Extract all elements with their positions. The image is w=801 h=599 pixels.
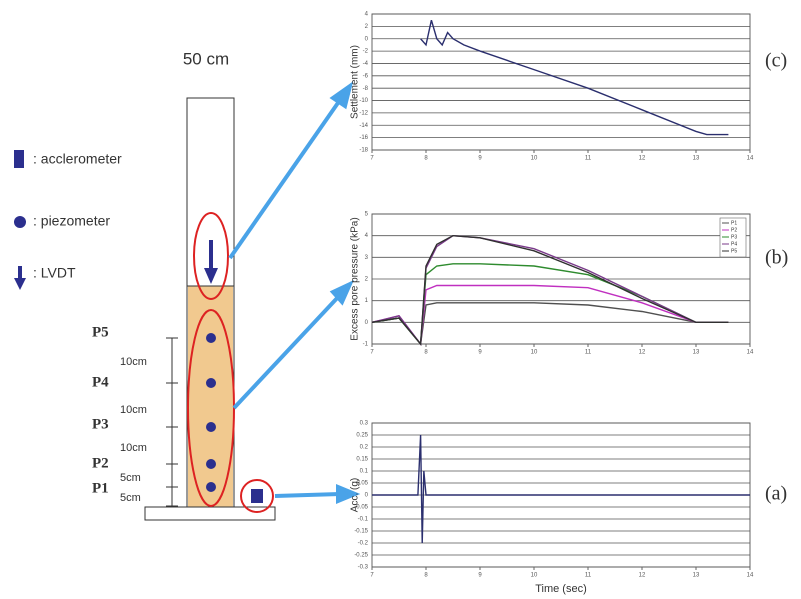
legend-label: P3: [731, 234, 737, 240]
y-tick-label: -12: [359, 110, 368, 116]
x-tick-label: 8: [424, 156, 428, 162]
legend-acc-icon: [14, 150, 24, 168]
y-tick-label: -14: [359, 123, 368, 129]
x-tick-label: 11: [585, 156, 592, 162]
sensor-label: P2: [92, 455, 109, 471]
panel-label: (c): [765, 50, 787, 72]
x-tick-label: 13: [693, 350, 700, 356]
y-tick-label: 0.05: [356, 481, 368, 487]
accelerometer: [251, 489, 263, 503]
y-axis-title: Acc. (g): [350, 478, 361, 512]
legend-label: : LVDT: [33, 265, 76, 281]
x-tick-label: 12: [639, 573, 646, 579]
y-tick-label: 0: [365, 320, 369, 326]
y-tick-label: -0.2: [358, 541, 369, 547]
panel-label: (b): [765, 247, 788, 269]
x-tick-label: 8: [424, 350, 428, 356]
series-line: [371, 234, 729, 346]
series-line: [372, 434, 750, 544]
soil: [188, 286, 233, 507]
spacing-label: 10cm: [120, 356, 147, 368]
x-tick-label: 13: [693, 573, 700, 579]
y-tick-label: -0.1: [358, 517, 369, 523]
x-tick-label: 14: [747, 350, 754, 356]
legend-label: : acclerometer: [33, 151, 122, 167]
x-tick-label: 7: [370, 156, 374, 162]
y-axis-title: Settlement (mm): [350, 45, 361, 119]
y-tick-label: 0: [365, 36, 369, 42]
y-tick-label: 0.2: [360, 445, 369, 451]
panel-label: (a): [765, 483, 787, 505]
piezometers: [206, 333, 216, 492]
legend-piezo-icon: [14, 216, 26, 228]
series-line: [420, 19, 729, 136]
lvdt-highlight: [193, 212, 229, 300]
y-tick-label: -0.3: [358, 565, 369, 571]
sensor-label: P3: [92, 416, 109, 432]
x-tick-label: 10: [531, 350, 538, 356]
legend-lvdt-head: [14, 278, 26, 290]
legend-label: P2: [731, 227, 737, 233]
y-tick-label: -18: [359, 148, 368, 154]
y-tick-label: 5: [365, 212, 369, 218]
legend-label: P4: [731, 241, 737, 247]
sensor-label: P5: [92, 324, 109, 340]
spacing-label: 5cm: [120, 472, 141, 484]
legend-label: P1: [731, 220, 737, 226]
sensor-label: P1: [92, 480, 109, 496]
y-tick-label: -6: [363, 73, 369, 79]
y-tick-label: -16: [359, 135, 368, 141]
spacing-label: 10cm: [120, 442, 147, 454]
x-tick-label: 12: [639, 156, 646, 162]
y-tick-label: -8: [363, 86, 369, 92]
x-tick-label: 10: [531, 156, 538, 162]
y-tick-label: -2: [363, 49, 369, 55]
y-tick-label: 3: [365, 255, 369, 261]
legend-label: P5: [731, 248, 737, 254]
y-tick-label: 2: [365, 24, 369, 30]
x-tick-label: 7: [370, 350, 374, 356]
x-tick-label: 11: [585, 350, 592, 356]
spacing-label: 5cm: [120, 492, 141, 504]
spacing-label: 10cm: [120, 404, 147, 416]
x-tick-label: 9: [478, 350, 482, 356]
x-tick-label: 9: [478, 573, 482, 579]
y-tick-label: 0.15: [356, 457, 368, 463]
y-tick-label: -0.25: [354, 553, 368, 559]
x-tick-label: 9: [478, 156, 482, 162]
x-axis-title: Time (sec): [535, 583, 587, 595]
y-tick-label: -1: [363, 342, 369, 348]
arrows: [228, 81, 361, 504]
x-tick-label: 8: [424, 573, 428, 579]
base: [144, 506, 276, 521]
y-tick-label: 0.25: [356, 433, 368, 439]
lvdt-head: [204, 268, 218, 284]
x-tick-label: 14: [747, 156, 754, 162]
y-tick-label: 0.3: [360, 421, 369, 427]
y-tick-label: 0.1: [360, 469, 369, 475]
legend-label: : piezometer: [33, 213, 110, 229]
x-tick-label: 7: [370, 573, 374, 579]
y-tick-label: 0: [365, 493, 369, 499]
x-tick-label: 13: [693, 156, 700, 162]
x-tick-label: 12: [639, 350, 646, 356]
width-label: 50 cm: [183, 49, 229, 68]
y-tick-label: -0.05: [354, 505, 368, 511]
y-axis-title: Excess pore pressure (kPa): [350, 217, 361, 340]
y-tick-label: 2: [365, 277, 369, 283]
sensor-label: P4: [92, 374, 109, 390]
x-tick-label: 11: [585, 573, 592, 579]
ruler-ticks: [166, 337, 178, 507]
y-tick-label: -4: [363, 61, 369, 67]
y-tick-label: 4: [365, 233, 369, 239]
y-tick-label: -10: [359, 98, 368, 104]
acc-highlight: [240, 479, 274, 513]
y-tick-label: -0.15: [354, 529, 368, 535]
y-tick-label: 4: [365, 12, 369, 18]
x-tick-label: 10: [531, 573, 538, 579]
y-tick-label: 1: [365, 298, 369, 304]
x-tick-label: 14: [747, 573, 754, 579]
